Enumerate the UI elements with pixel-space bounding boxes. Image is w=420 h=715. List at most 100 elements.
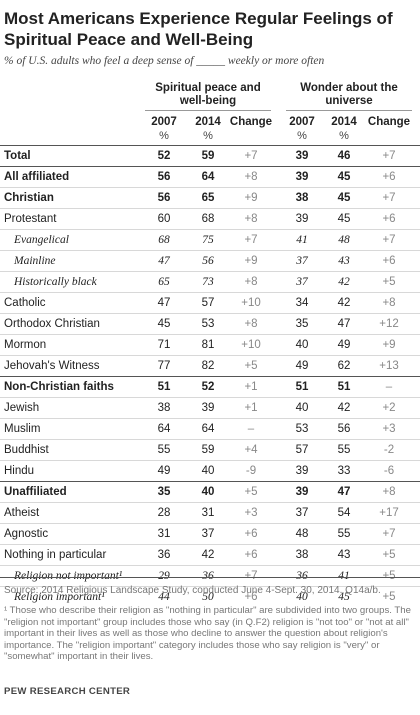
table-row: Agnostic 31 37 +6 48 55 +7 — [0, 523, 420, 544]
cell-peace-2007: 64 — [157, 423, 171, 435]
cell-peace-2014: 68 — [201, 213, 215, 225]
data-table: Total 52 59 +7 39 46 +7 All affiliated 56 64 +8 39 4… — [0, 145, 420, 607]
cell-peace-2007: 52 — [157, 150, 171, 162]
cell-peace-2014: 75 — [202, 234, 214, 246]
row-label: Catholic — [4, 297, 46, 309]
cell-wonder-2007: 39 — [295, 150, 309, 162]
column-header-wonder-2007: 2007 — [289, 116, 315, 128]
cell-wonder-2014: 43 — [338, 255, 350, 267]
table-row: Non-Christian faiths 51 52 +1 51 51 – — [0, 376, 420, 397]
table-row: Atheist 28 31 +3 37 54 +17 — [0, 502, 420, 523]
cell-wonder-2007: 57 — [295, 444, 309, 456]
row-label: Hindu — [4, 465, 35, 477]
cell-wonder-change: +12 — [379, 318, 399, 330]
cell-peace-change: – — [247, 423, 255, 435]
cell-wonder-change: +7 — [382, 192, 396, 204]
cell-peace-change: +3 — [244, 507, 258, 519]
row-label: Christian — [4, 192, 54, 204]
cell-peace-2014: 59 — [201, 150, 215, 162]
cell-peace-change: +8 — [244, 213, 258, 225]
cell-peace-2014: 52 — [201, 381, 215, 393]
table-row: Jehovah's Witness 77 82 +5 49 62 +13 — [0, 355, 420, 376]
cell-wonder-2007: 35 — [295, 318, 309, 330]
column-header-wonder-change: Change — [367, 116, 411, 128]
cell-peace-2014: 40 — [201, 486, 215, 498]
row-label: All affiliated — [4, 171, 70, 183]
cell-wonder-change: +7 — [382, 234, 396, 246]
cell-peace-change: +7 — [244, 150, 258, 162]
cell-wonder-change: +2 — [382, 402, 396, 414]
cell-peace-2007: 55 — [157, 444, 171, 456]
cell-wonder-2007: 39 — [295, 171, 309, 183]
cell-wonder-2007: 38 — [295, 549, 309, 561]
cell-peace-change: +6 — [244, 549, 258, 561]
cell-wonder-2007: 48 — [295, 528, 309, 540]
cell-peace-2007: 77 — [157, 360, 171, 372]
cell-peace-2007: 45 — [157, 318, 171, 330]
cell-wonder-2014: 42 — [338, 276, 350, 288]
table-row: Christian 56 65 +9 38 45 +7 — [0, 187, 420, 208]
cell-peace-2014: 40 — [201, 465, 215, 477]
percent-unit-label: % — [203, 130, 213, 142]
cell-peace-2007: 47 — [157, 297, 171, 309]
cell-wonder-change: +9 — [382, 339, 396, 351]
cell-peace-change: +10 — [241, 297, 261, 309]
row-label: Muslim — [4, 423, 41, 435]
cell-peace-2007: 65 — [158, 276, 170, 288]
row-label: Religion not important¹ — [14, 570, 123, 582]
cell-wonder-2007: 39 — [295, 213, 309, 225]
cell-peace-2007: 49 — [157, 465, 171, 477]
group-header-wonder: Wonder about the universe — [286, 82, 412, 111]
percent-unit-label: % — [297, 130, 307, 142]
cell-peace-2014: 42 — [201, 549, 215, 561]
cell-peace-2007: 44 — [158, 591, 170, 603]
cell-peace-change: +7 — [244, 570, 258, 582]
cell-wonder-change: +3 — [382, 423, 396, 435]
cell-wonder-2014: 62 — [337, 360, 351, 372]
cell-wonder-2014: 47 — [337, 318, 351, 330]
cell-wonder-2014: 51 — [337, 381, 351, 393]
cell-wonder-2014: 43 — [337, 549, 351, 561]
cell-peace-2014: 82 — [201, 360, 215, 372]
row-label: Protestant — [4, 213, 57, 225]
cell-wonder-change: -2 — [383, 444, 395, 456]
cell-peace-2014: 59 — [201, 444, 215, 456]
cell-wonder-change: +5 — [382, 549, 396, 561]
cell-wonder-2014: 55 — [337, 444, 351, 456]
column-header-wonder-2014: 2014 — [331, 116, 357, 128]
row-label: Mormon — [4, 339, 47, 351]
cell-wonder-change: +5 — [382, 276, 396, 288]
cell-wonder-change: – — [385, 381, 393, 393]
cell-wonder-2014: 47 — [337, 486, 351, 498]
column-header-peace-change: Change — [229, 116, 273, 128]
cell-peace-2014: 64 — [201, 423, 215, 435]
row-label: Jewish — [4, 402, 40, 414]
row-label: Buddhist — [4, 444, 49, 456]
table-row: Catholic 47 57 +10 34 42 +8 — [0, 292, 420, 313]
cell-wonder-2014: 56 — [337, 423, 351, 435]
cell-wonder-change: +6 — [382, 171, 396, 183]
table-row: Orthodox Christian 45 53 +8 35 47 +12 — [0, 313, 420, 334]
cell-peace-2007: 38 — [157, 402, 171, 414]
table-row: Mormon 71 81 +10 40 49 +9 — [0, 334, 420, 355]
table-row: Mainline 47 56 +9 37 43 +6 — [0, 250, 420, 271]
cell-peace-2014: 81 — [201, 339, 215, 351]
cell-wonder-change: +17 — [379, 507, 399, 519]
cell-wonder-2007: 37 — [295, 507, 309, 519]
cell-peace-change: +8 — [244, 276, 258, 288]
cell-peace-change: +7 — [244, 234, 258, 246]
cell-wonder-2007: 41 — [296, 234, 308, 246]
chart-subtitle: % of U.S. adults who feel a deep sense o… — [4, 55, 325, 67]
cell-wonder-change: +5 — [382, 591, 396, 603]
cell-peace-change: +8 — [244, 318, 258, 330]
footer-divider — [0, 577, 420, 578]
cell-wonder-2014: 42 — [337, 297, 351, 309]
cell-wonder-2007: 34 — [295, 297, 309, 309]
cell-peace-change: +8 — [244, 171, 258, 183]
row-label: Historically black — [14, 276, 97, 288]
cell-wonder-2014: 45 — [337, 171, 351, 183]
cell-peace-change: +6 — [244, 528, 258, 540]
column-header-peace-2007: 2007 — [151, 116, 177, 128]
cell-wonder-change: +7 — [382, 528, 396, 540]
cell-peace-2007: 68 — [158, 234, 170, 246]
